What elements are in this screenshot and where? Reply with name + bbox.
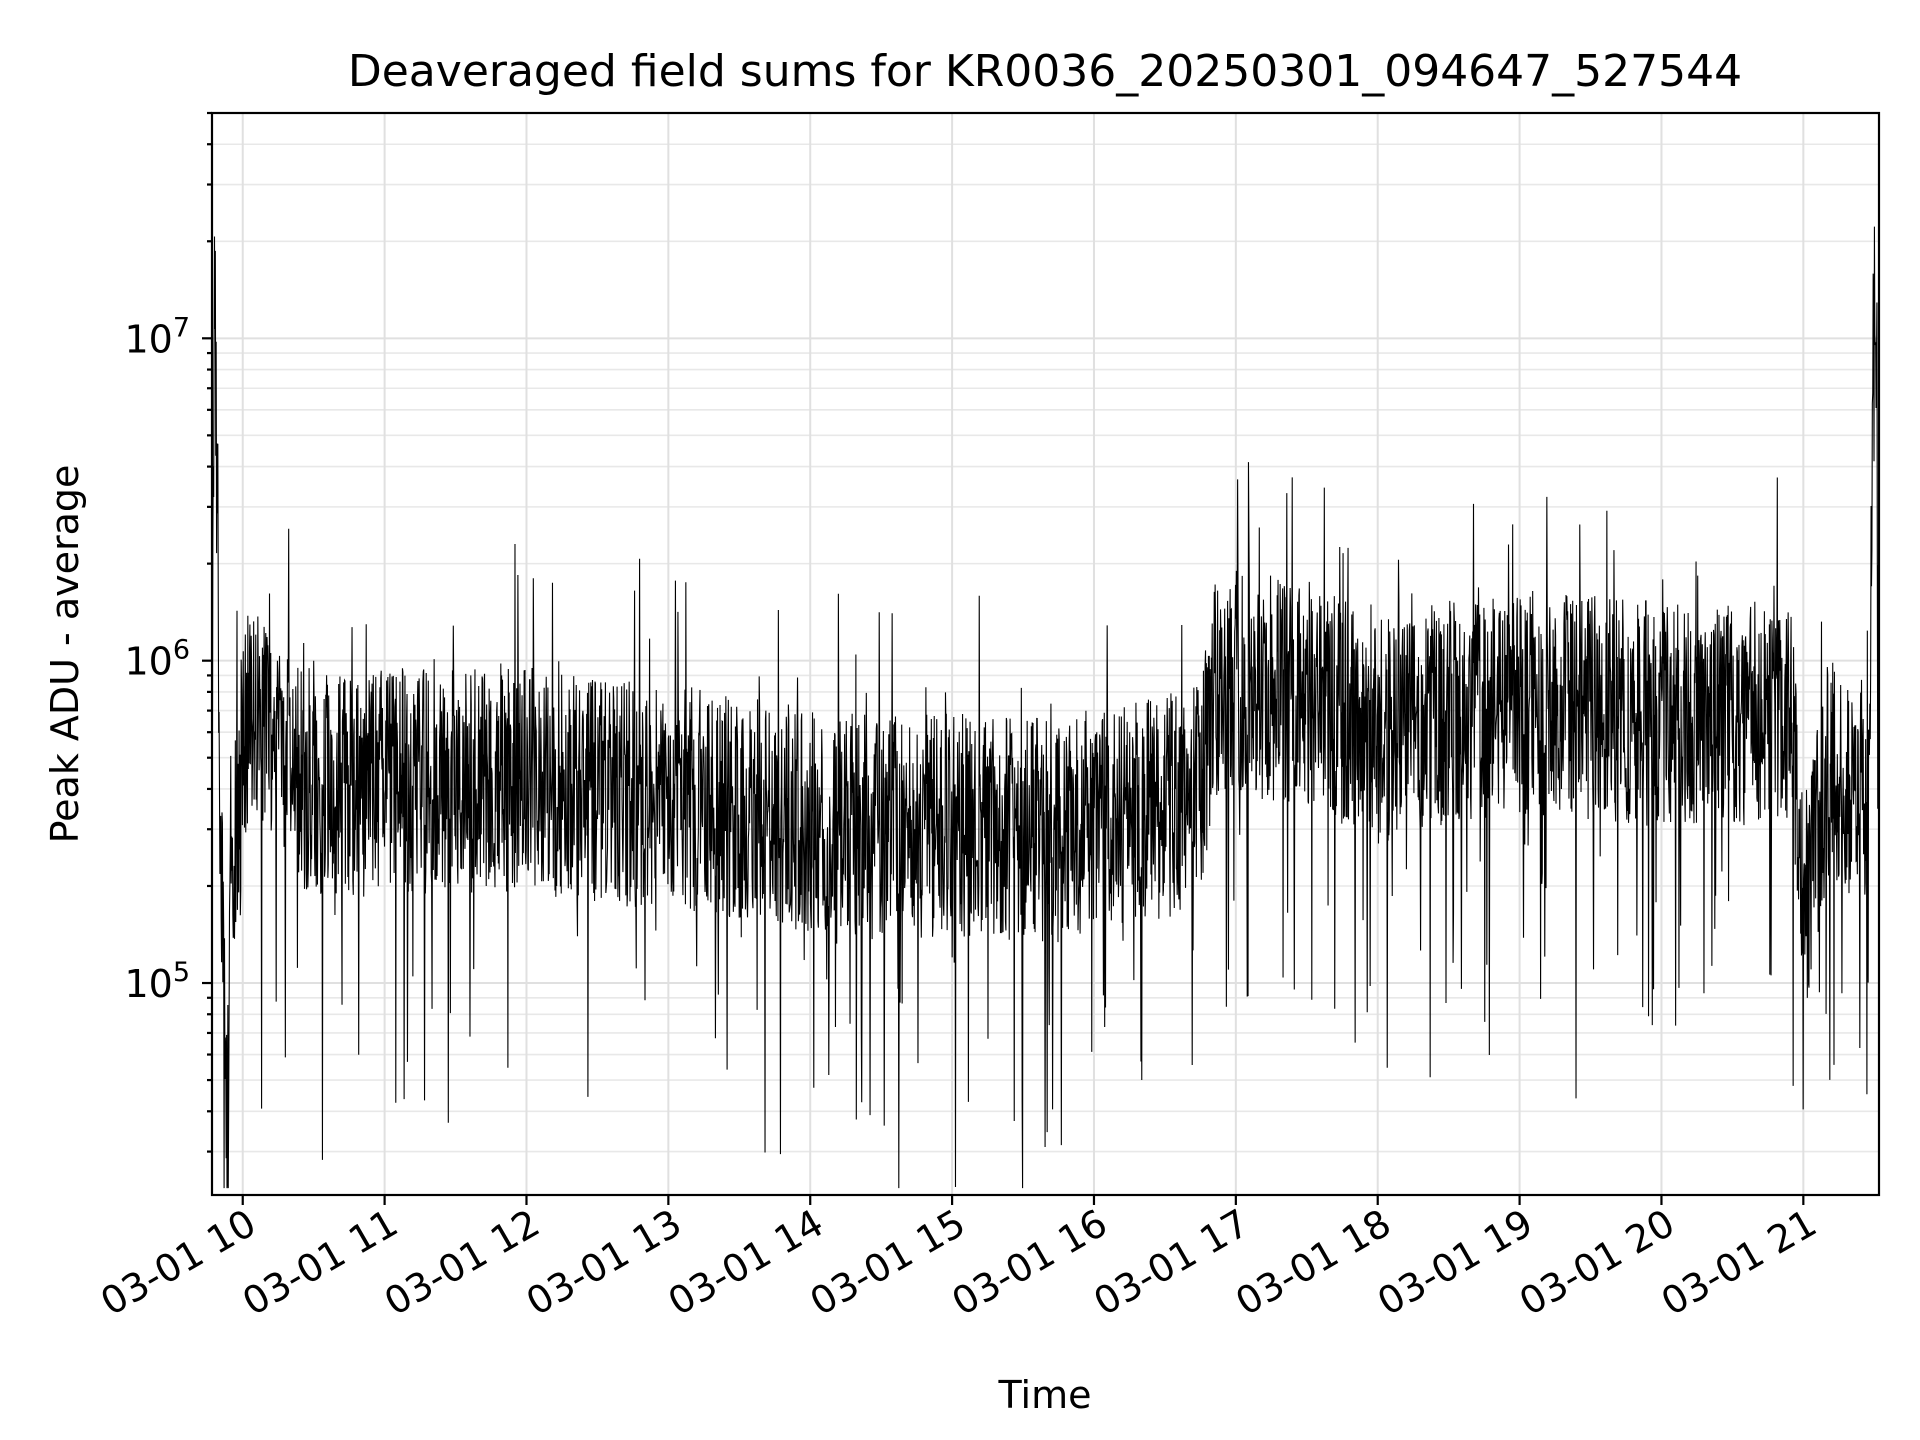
series-group bbox=[211, 226, 1880, 1189]
y-tick-label: 107 bbox=[124, 312, 190, 361]
y-axis-label: Peak ADU - average bbox=[43, 465, 87, 844]
x-axis-label: Time bbox=[998, 1373, 1092, 1417]
y-tick-label: 105 bbox=[124, 957, 190, 1006]
plot-frame bbox=[210, 111, 1881, 1197]
chart-title: Deaveraged field sums for KR0036_2025030… bbox=[348, 46, 1742, 97]
y-tick-label: 106 bbox=[124, 635, 190, 684]
y-axis: 105 106 107 bbox=[124, 111, 212, 1153]
series-line bbox=[211, 226, 1880, 1189]
